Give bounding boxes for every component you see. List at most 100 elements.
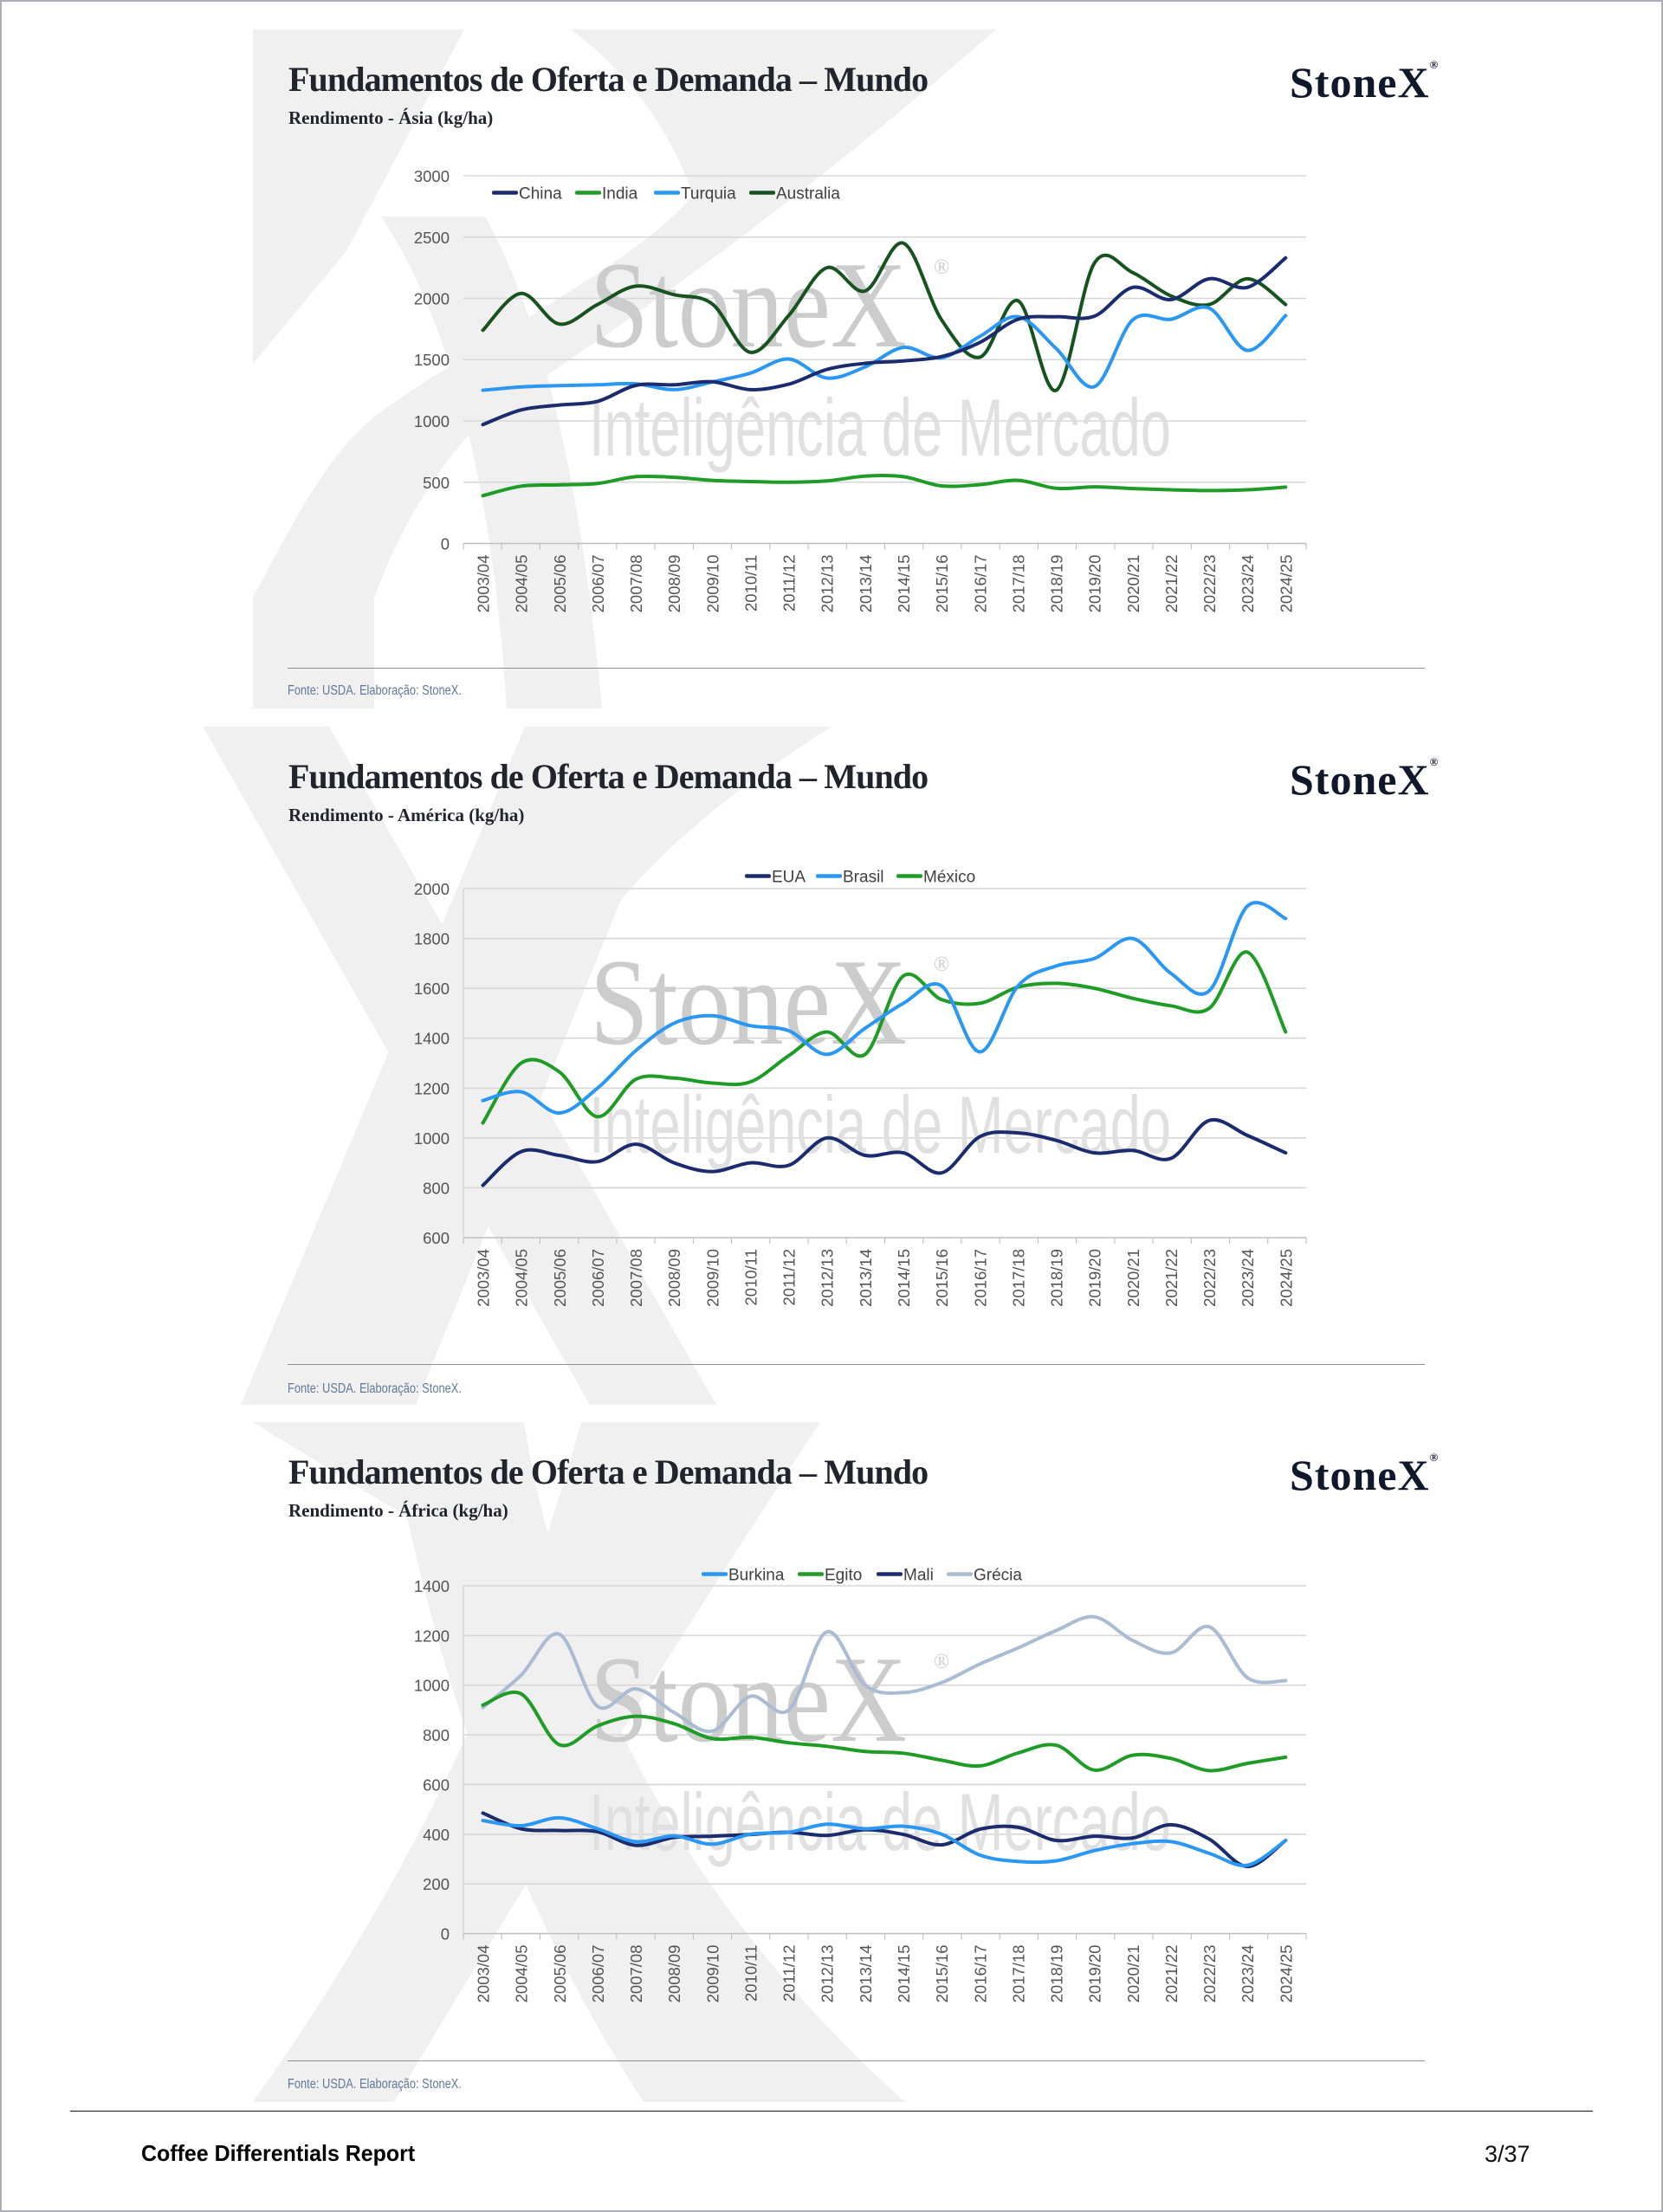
svg-text:Egito: Egito: [825, 1566, 862, 1584]
svg-text:2007/08: 2007/08: [627, 1249, 645, 1307]
svg-text:1500: 1500: [414, 351, 450, 369]
svg-text:2005/06: 2005/06: [551, 555, 569, 613]
svg-text:2016/17: 2016/17: [971, 1249, 989, 1307]
svg-text:500: 500: [423, 474, 450, 492]
svg-text:2015/16: 2015/16: [933, 1945, 951, 2003]
svg-text:2024/25: 2024/25: [1277, 555, 1295, 613]
svg-text:2016/17: 2016/17: [971, 555, 989, 613]
svg-text:®: ®: [934, 954, 949, 976]
svg-text:2006/07: 2006/07: [589, 555, 607, 613]
svg-text:2023/24: 2023/24: [1239, 555, 1257, 613]
svg-text:2014/15: 2014/15: [895, 1945, 913, 2003]
svg-text:2023/24: 2023/24: [1239, 1249, 1257, 1307]
svg-text:1400: 1400: [414, 1030, 450, 1048]
svg-text:2007/08: 2007/08: [627, 555, 645, 613]
svg-text:2018/19: 2018/19: [1048, 1249, 1066, 1307]
svg-text:2022/23: 2022/23: [1200, 1945, 1219, 2003]
svg-text:Mali: Mali: [903, 1566, 934, 1584]
svg-text:StoneX: StoneX: [590, 934, 907, 1070]
svg-text:1600: 1600: [414, 980, 450, 998]
svg-text:2010/11: 2010/11: [741, 555, 760, 612]
svg-text:Inteligência de Mercado: Inteligência de Mercado: [589, 1776, 1171, 1867]
svg-text:EUA: EUA: [772, 868, 806, 886]
svg-text:2021/22: 2021/22: [1162, 1945, 1181, 2003]
svg-text:India: India: [602, 184, 638, 203]
svg-text:2004/05: 2004/05: [513, 555, 531, 613]
svg-text:1800: 1800: [414, 930, 450, 948]
svg-text:Burkina: Burkina: [728, 1566, 785, 1584]
svg-text:2017/18: 2017/18: [1009, 1945, 1027, 2003]
svg-text:2011/12: 2011/12: [780, 1945, 799, 2002]
svg-text:2017/18: 2017/18: [1009, 1249, 1027, 1307]
svg-text:2000: 2000: [414, 290, 450, 308]
svg-text:2022/23: 2022/23: [1200, 555, 1219, 613]
svg-text:2012/13: 2012/13: [819, 555, 837, 613]
svg-text:2014/15: 2014/15: [895, 1249, 913, 1307]
svg-text:StoneX: StoneX: [590, 1631, 907, 1768]
svg-text:2005/06: 2005/06: [551, 1249, 569, 1307]
svg-text:Turquia: Turquia: [681, 184, 736, 203]
svg-text:1200: 1200: [414, 1627, 450, 1645]
svg-text:Inteligência de Mercado: Inteligência de Mercado: [589, 382, 1171, 473]
svg-text:®: ®: [934, 256, 949, 279]
svg-text:1000: 1000: [414, 412, 450, 430]
svg-text:1000: 1000: [414, 1129, 450, 1148]
svg-text:2010/11: 2010/11: [741, 1945, 760, 2002]
svg-text:2015/16: 2015/16: [933, 555, 951, 613]
svg-text:2004/05: 2004/05: [513, 1945, 531, 2003]
svg-text:2008/09: 2008/09: [665, 1249, 683, 1307]
svg-text:2021/22: 2021/22: [1162, 555, 1181, 613]
svg-text:2016/17: 2016/17: [971, 1945, 989, 2003]
svg-text:2012/13: 2012/13: [819, 1945, 837, 2003]
svg-text:2009/10: 2009/10: [703, 1945, 721, 2003]
svg-text:2011/12: 2011/12: [780, 555, 799, 612]
svg-text:2013/14: 2013/14: [857, 555, 875, 613]
svg-text:600: 600: [423, 1775, 450, 1794]
svg-text:2003/04: 2003/04: [475, 1249, 493, 1307]
svg-text:Grécia: Grécia: [974, 1566, 1022, 1584]
svg-text:2500: 2500: [414, 229, 450, 247]
svg-text:2019/20: 2019/20: [1086, 1249, 1104, 1307]
svg-text:2021/22: 2021/22: [1162, 1249, 1181, 1307]
svg-text:2022/23: 2022/23: [1200, 1249, 1219, 1307]
svg-text:2012/13: 2012/13: [819, 1249, 837, 1307]
svg-text:2006/07: 2006/07: [589, 1249, 607, 1307]
svg-text:400: 400: [423, 1826, 450, 1844]
svg-text:2013/14: 2013/14: [857, 1249, 875, 1307]
svg-text:800: 800: [423, 1726, 450, 1744]
svg-text:600: 600: [423, 1229, 450, 1247]
svg-text:2004/05: 2004/05: [513, 1249, 531, 1307]
svg-text:2008/09: 2008/09: [665, 1945, 683, 2003]
svg-text:2024/25: 2024/25: [1277, 1945, 1295, 2003]
svg-text:2011/12: 2011/12: [780, 1249, 799, 1306]
svg-text:2010/11: 2010/11: [741, 1249, 760, 1306]
svg-text:2005/06: 2005/06: [551, 1945, 569, 2003]
svg-text:0: 0: [441, 1925, 450, 1944]
svg-text:2009/10: 2009/10: [703, 1249, 721, 1307]
svg-text:2017/18: 2017/18: [1009, 555, 1027, 613]
svg-text:2018/19: 2018/19: [1048, 555, 1066, 613]
svg-text:2008/09: 2008/09: [665, 555, 683, 613]
svg-text:Australia: Australia: [776, 184, 840, 203]
svg-text:0: 0: [441, 535, 450, 553]
svg-text:2000: 2000: [414, 880, 450, 898]
svg-text:2020/21: 2020/21: [1124, 555, 1142, 613]
svg-text:800: 800: [423, 1179, 450, 1197]
svg-text:2003/04: 2003/04: [475, 1945, 493, 2003]
svg-text:2024/25: 2024/25: [1277, 1249, 1295, 1307]
svg-text:1000: 1000: [414, 1677, 450, 1695]
svg-text:1200: 1200: [414, 1079, 450, 1097]
svg-text:China: China: [519, 184, 562, 203]
svg-text:2023/24: 2023/24: [1239, 1945, 1257, 2003]
svg-text:2015/16: 2015/16: [933, 1249, 951, 1307]
svg-text:2020/21: 2020/21: [1124, 1249, 1142, 1307]
svg-text:2019/20: 2019/20: [1086, 1945, 1104, 2003]
svg-text:2014/15: 2014/15: [895, 555, 913, 613]
svg-text:Brasil: Brasil: [843, 868, 884, 886]
svg-text:200: 200: [423, 1875, 450, 1893]
svg-text:2006/07: 2006/07: [589, 1945, 607, 2003]
svg-text:2003/04: 2003/04: [475, 555, 493, 613]
svg-text:2020/21: 2020/21: [1124, 1945, 1142, 2003]
svg-text:3000: 3000: [414, 167, 450, 185]
svg-text:®: ®: [934, 1651, 949, 1673]
